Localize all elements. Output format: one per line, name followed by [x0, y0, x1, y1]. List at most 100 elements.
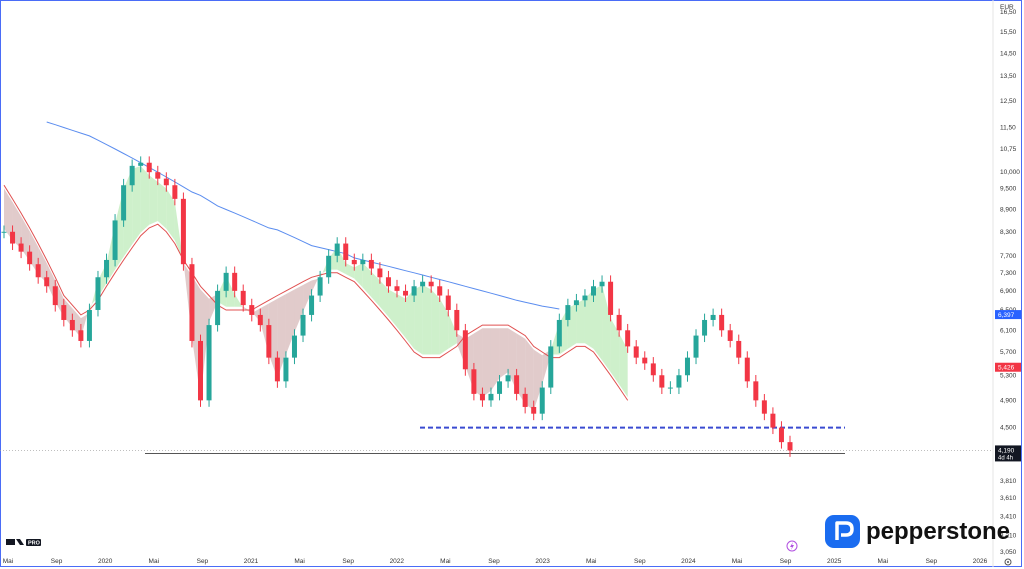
candle-body [129, 165, 135, 186]
candle-body [1, 231, 7, 233]
pepperstone-wordmark: pepperstone [866, 518, 1010, 545]
candle-body [283, 357, 289, 382]
candle-body [573, 300, 579, 306]
time-tick-label: Sep [342, 558, 354, 565]
candle-body [608, 281, 614, 315]
cloud-band-segment [448, 313, 457, 349]
cloud-band-segment [619, 333, 628, 398]
candle-body [35, 264, 41, 278]
price-axis[interactable]: 16,50 15,50 14,50 13,50 12,50 11,50 10,75 10,00… [1000, 9, 1020, 556]
price-label-countdown: 4d 4h [998, 455, 1013, 461]
candle-body [548, 346, 554, 388]
candle-body [591, 286, 596, 296]
candle-body [411, 286, 417, 296]
candle-body [744, 357, 750, 382]
time-tick-label: Mai [878, 558, 888, 565]
time-tick-label: Mai [294, 558, 304, 565]
candle-body [189, 264, 195, 341]
price-tick-label: 3,410 [1000, 513, 1017, 520]
price-tick-label: 8,300 [1000, 229, 1017, 236]
candle-body [240, 290, 246, 306]
candle-body [556, 319, 562, 347]
price-tick-label: 15,50 [1000, 29, 1017, 36]
candle-body [112, 220, 118, 260]
cloud-band-segment [354, 263, 363, 288]
candle-body [778, 427, 784, 443]
candle-body [215, 290, 221, 326]
candle-body [488, 393, 494, 401]
candle-body [368, 259, 374, 269]
candle-body [377, 268, 383, 278]
candle-body [198, 340, 203, 401]
candle-body [522, 393, 528, 407]
candle-body [736, 340, 742, 358]
candle-body [351, 259, 357, 265]
time-tick-label: Sep [51, 558, 63, 565]
time-tick-label: Mai [732, 558, 742, 565]
cloud-band-segment [533, 349, 543, 411]
cloud-band-segment [285, 289, 295, 355]
cloud-band-segment [482, 328, 491, 398]
candle-body [454, 309, 460, 331]
candle-body [420, 281, 426, 287]
tradingview-logo: PRO [6, 539, 41, 547]
cloud-band-segment [576, 298, 585, 344]
candle-body [343, 243, 349, 260]
price-tick-label: 14,50 [1000, 50, 1017, 57]
candle-body [531, 406, 537, 414]
cloud-band-segment [431, 289, 440, 355]
pepperstone-logo-mark [825, 515, 860, 548]
currency-label: EUR [1000, 4, 1014, 11]
candle-body [616, 314, 622, 331]
time-tick-label: Mai [586, 558, 596, 565]
candle-body [770, 413, 776, 428]
candle-body [385, 277, 391, 287]
time-tick-label: Sep [197, 558, 209, 565]
lightning-icon[interactable] [786, 540, 798, 552]
cloud-band-segment [439, 298, 449, 355]
time-tick-label: Sep [488, 558, 500, 565]
cloud-band-segment [149, 175, 158, 225]
candle-body [61, 305, 67, 320]
cloud-band-segment [140, 165, 150, 233]
price-tick-label: 5,700 [1000, 349, 1017, 356]
candle-body [787, 442, 793, 451]
cloud-band-segment [490, 328, 500, 391]
cloud-band-segment [303, 280, 312, 312]
candle-body [291, 335, 297, 358]
ma50-line-group [3, 184, 629, 401]
candle-body [274, 357, 280, 382]
cloud-band-segment [4, 188, 13, 241]
ma200-line-group [46, 121, 560, 310]
candle-body [69, 319, 75, 331]
time-tick-label: 2023 [535, 558, 550, 565]
gear-icon[interactable] [1004, 558, 1012, 566]
candle-body [104, 259, 110, 278]
cloud-band-segment [397, 294, 406, 338]
candle-body [582, 295, 588, 301]
time-tick-label: Mai [3, 558, 13, 565]
candle-body [206, 325, 212, 401]
candle-body [10, 231, 16, 244]
time-axis[interactable]: Mai Sep 2020 Mai Sep 2021 Mai Sep 2022 Mai Sep 2023… [3, 558, 988, 565]
price-tick-label: 6,900 [1000, 288, 1017, 295]
cloud-band-segment [499, 328, 509, 379]
time-tick-label: 2026 [973, 558, 988, 565]
cloud-band-segment [345, 263, 355, 279]
candle-body [18, 243, 24, 252]
cloud-band-segment [362, 263, 372, 298]
candle-body [317, 277, 323, 296]
cloud-band-segment [379, 280, 389, 317]
candles-group [1, 156, 793, 457]
candle-body [727, 330, 733, 341]
time-tick-label: 2025 [827, 558, 842, 565]
candle-body [300, 314, 306, 336]
price-tick-label: 16,50 [1000, 9, 1017, 16]
cloud-band-segment [89, 280, 98, 314]
time-tick-label: Sep [634, 558, 646, 565]
candle-body [642, 357, 648, 364]
candle-body [403, 290, 409, 296]
